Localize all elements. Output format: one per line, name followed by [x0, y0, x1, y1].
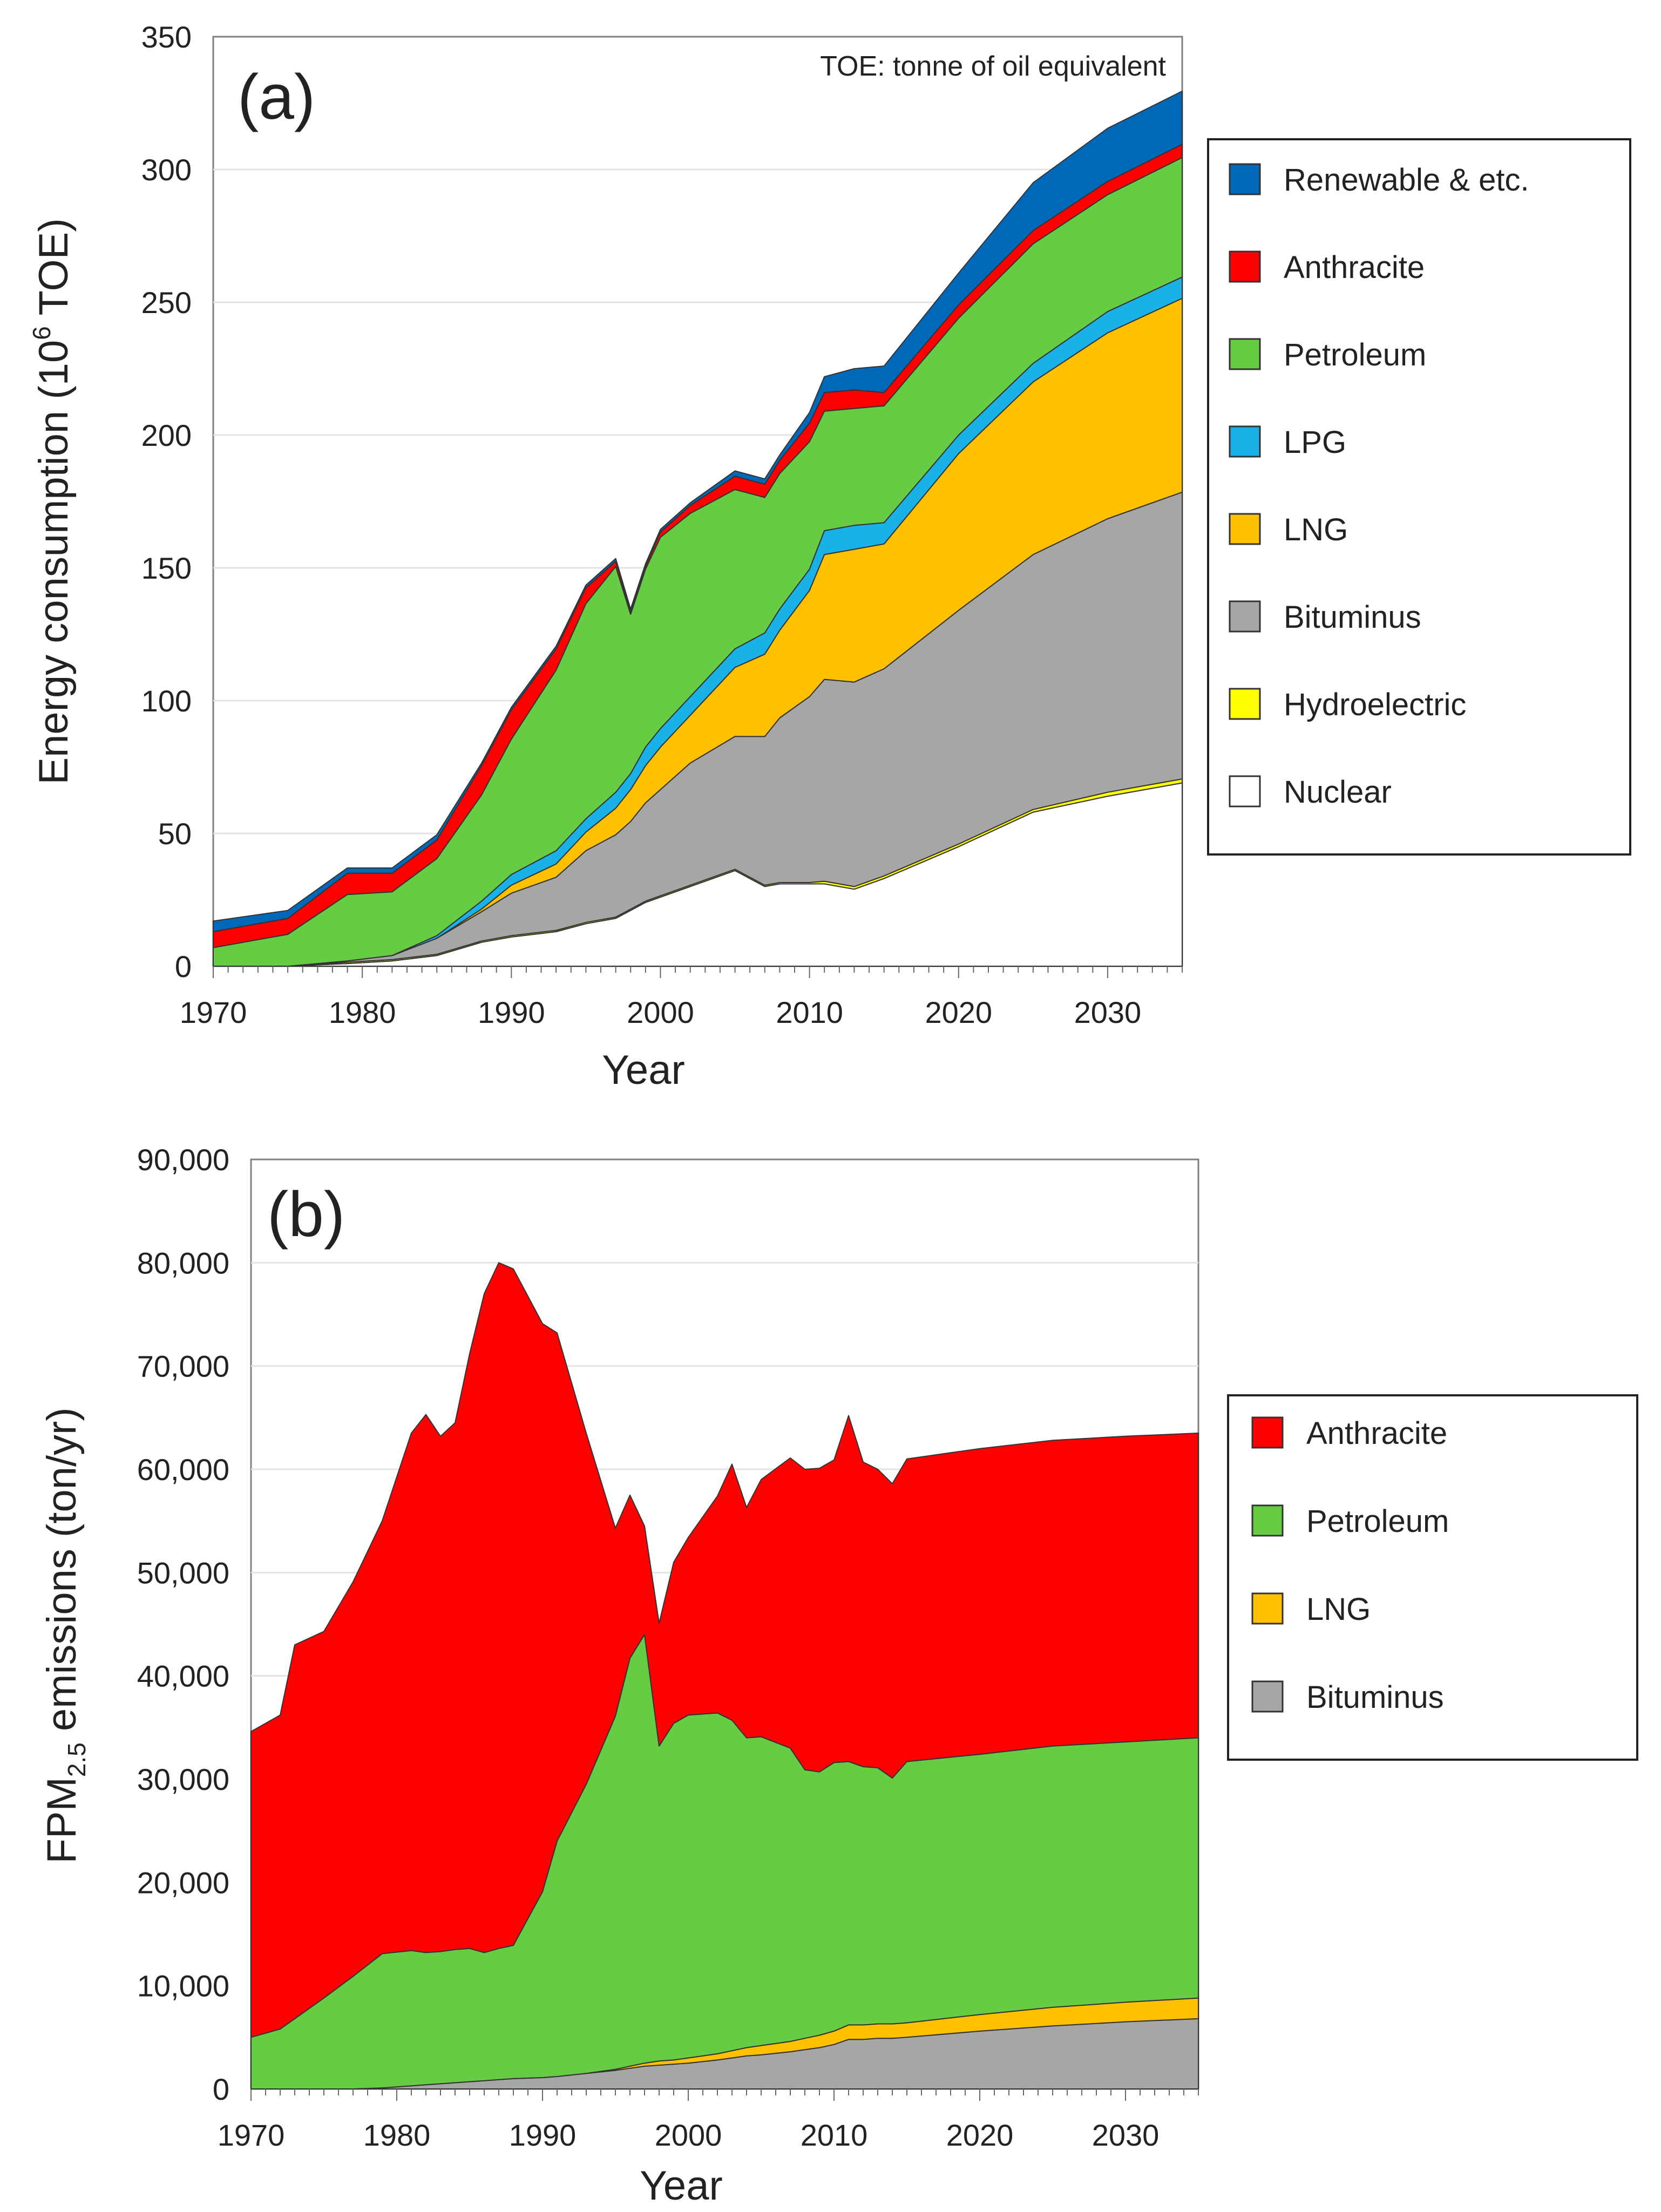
legend-label-anthracite: Anthracite: [1284, 250, 1425, 285]
y-tick-label: 50: [158, 817, 192, 851]
legend-b-box: [1227, 1394, 1638, 1761]
legend-swatch-petroleum: [1229, 338, 1261, 370]
y-tick-label: 350: [141, 20, 192, 54]
legend-label-hydro: Hydroelectric: [1284, 687, 1466, 722]
stacked-areas-b: [250, 1262, 1199, 2089]
x-axis-title-a: Year: [602, 1047, 685, 1093]
legend-swatch-anthracite: [1251, 1416, 1284, 1449]
x-tick-label: 1990: [478, 995, 545, 1029]
x-tick-label: 2020: [946, 2118, 1014, 2152]
legend-label-lng: LNG: [1284, 512, 1348, 547]
legend-swatch-anthracite: [1229, 250, 1261, 283]
legend-swatch-lng: [1229, 513, 1261, 545]
x-tick-label: 2020: [925, 995, 992, 1029]
legend-swatch-renewable: [1229, 163, 1261, 195]
y-tick-label: 300: [141, 153, 192, 187]
y-axis-title-a-main: Energy consumption (10: [31, 340, 77, 785]
legend-a-items: Renewable & etc. Anthracite Petroleum LPG LN…: [1229, 162, 1529, 810]
y-tick-labels-a: 0 50 100 150 200 250 300 350: [141, 20, 192, 983]
legend-swatch-hydro: [1229, 688, 1261, 720]
legend-b-items: Anthracite Petroleum LNG Bituminus: [1251, 1416, 1449, 1715]
legend-swatch-lpg: [1229, 425, 1261, 458]
legend-label-anthracite: Anthracite: [1306, 1416, 1447, 1451]
legend-swatch-petroleum: [1251, 1504, 1284, 1537]
x-tick-label: 2010: [801, 2118, 868, 2152]
y-tick-label: 100: [141, 684, 192, 718]
legend-label-lng: LNG: [1306, 1592, 1371, 1627]
legend-label-petroleum: Petroleum: [1284, 337, 1426, 372]
x-tick-label: 1990: [509, 2118, 577, 2152]
legend-b: Anthracite Petroleum LNG Bituminus: [1227, 1394, 1638, 1761]
toe-note: TOE: tonne of oil equivalent: [820, 51, 1166, 82]
x-tick-label: 1980: [329, 995, 396, 1029]
x-tick-label: 2000: [627, 995, 694, 1029]
stacked-areas-a: [213, 90, 1183, 967]
x-tick-labels-a: 1970 1980 1990 2000 2010 2020 2030: [180, 966, 1183, 1029]
area-renewable: [213, 90, 1183, 932]
y-tick-label: 10,000: [137, 1969, 229, 2003]
x-tick-label: 2030: [1092, 2118, 1160, 2152]
y-axis-title-b-tail: emissions (ton/yr): [39, 1407, 85, 1742]
legend-label-petroleum: Petroleum: [1306, 1504, 1449, 1539]
x-tick-label: 1970: [180, 995, 247, 1029]
y-tick-label: 200: [141, 418, 192, 452]
y-tick-label: 80,000: [137, 1246, 229, 1280]
legend-a: Renewable & etc. Anthracite Petroleum LPG LN…: [1207, 138, 1631, 856]
legend-swatch-bituminus: [1229, 600, 1261, 633]
y-tick-label: 70,000: [137, 1349, 229, 1383]
y-axis-title-b-main: FPM: [39, 1777, 85, 1863]
y-tick-labels-b: 0 10,000 20,000 30,000 40,000 50,000 60,000 70,…: [137, 1143, 229, 2106]
area-anthracite: [250, 1262, 1199, 2038]
x-tick-label: 1980: [363, 2118, 431, 2152]
legend-label-nuclear: Nuclear: [1284, 775, 1392, 810]
legend-a-box: [1207, 138, 1631, 856]
y-tick-label: 0: [213, 2072, 229, 2106]
legend-swatch-bituminus: [1251, 1680, 1284, 1713]
x-tick-labels-b: 1970 1980 1990 2000 2010 2020 2030: [218, 2089, 1199, 2152]
energy-consumption-chart: 1970 1980 1990 2000 2010 2020 2030 0 50 100 150 20…: [28, 20, 1631, 1093]
y-tick-label: 50,000: [137, 1556, 229, 1590]
y-axis-title-a-sup: 6: [28, 326, 56, 340]
fpm-emissions-chart: 1970 1980 1990 2000 2010 2020 2030 0 10,000 20,0…: [39, 1143, 1638, 2209]
y-axis-title-b-sub: 2.5: [63, 1742, 91, 1777]
y-tick-label: 20,000: [137, 1865, 229, 1899]
y-tick-label: 0: [175, 949, 192, 983]
x-tick-label: 2010: [776, 995, 843, 1029]
legend-swatch-nuclear: [1229, 775, 1261, 808]
x-axis-title-b: Year: [640, 2163, 723, 2209]
panel-label-b: (b): [267, 1179, 345, 1250]
x-tick-label: 2030: [1074, 995, 1142, 1029]
legend-label-lpg: LPG: [1284, 425, 1346, 460]
y-tick-label: 250: [141, 286, 192, 320]
y-tick-label: 150: [141, 551, 192, 585]
y-axis-title-a-tail: TOE): [31, 218, 77, 326]
y-axis-title-b: FPM2.5 emissions (ton/yr): [39, 1407, 91, 1863]
legend-label-renewable: Renewable & etc.: [1284, 162, 1529, 198]
y-axis-title-a: Energy consumption (106 TOE): [28, 218, 77, 784]
x-tick-label: 1970: [218, 2118, 285, 2152]
panel-label-a: (a): [238, 62, 315, 133]
x-tick-label: 2000: [655, 2118, 722, 2152]
legend-label-bituminus: Bituminus: [1284, 600, 1421, 635]
y-tick-label: 60,000: [137, 1453, 229, 1487]
y-tick-label: 90,000: [137, 1143, 229, 1177]
legend-swatch-lng: [1251, 1592, 1284, 1625]
y-tick-label: 30,000: [137, 1762, 229, 1796]
y-tick-label: 40,000: [137, 1659, 229, 1693]
legend-label-bituminus: Bituminus: [1306, 1680, 1444, 1715]
